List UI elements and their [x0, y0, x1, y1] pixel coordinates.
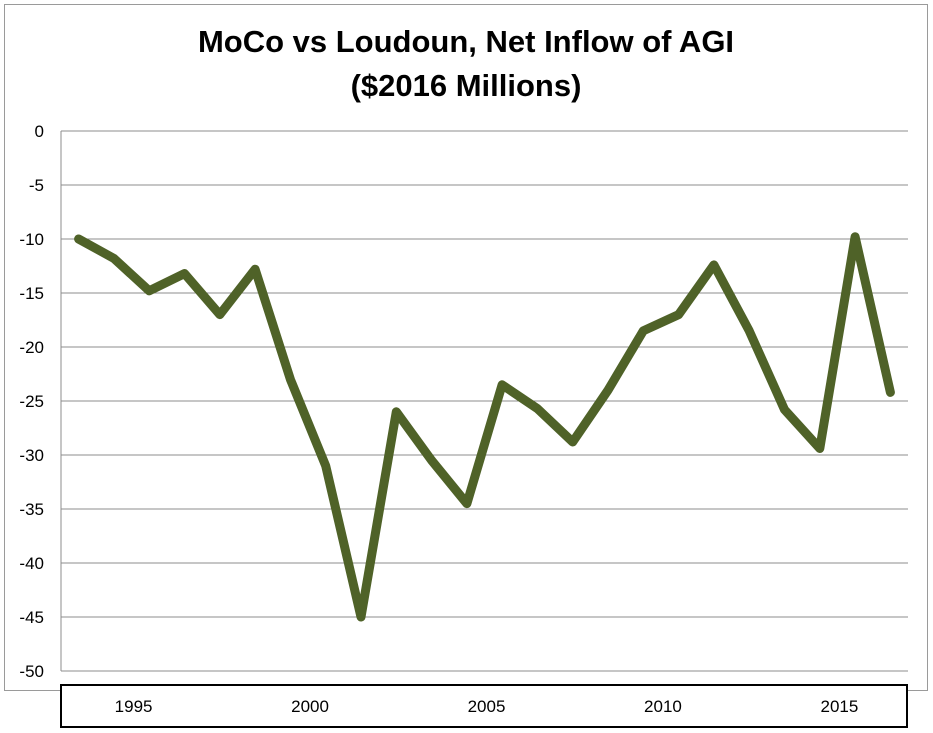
- x-tick-label: 1995: [115, 697, 153, 716]
- chart-title: MoCo vs Loudoun, Net Inflow of AGI: [197, 24, 735, 59]
- x-tick-label: 2000: [291, 697, 329, 716]
- y-tick-label: -50: [19, 662, 44, 681]
- series-line: [74, 232, 895, 622]
- y-tick-label: -45: [19, 608, 44, 627]
- y-tick-label: -30: [19, 446, 44, 465]
- x-tick-label: 2010: [644, 697, 682, 716]
- x-axis-box: [60, 684, 908, 728]
- x-tick-label: 2015: [821, 697, 859, 716]
- y-tick-label: -25: [19, 392, 44, 411]
- chart-subtitle: ($2016 Millions): [350, 68, 582, 103]
- y-tick-label: -20: [19, 338, 44, 357]
- y-tick-label: -15: [19, 284, 44, 303]
- x-tick-label: 2005: [468, 697, 506, 716]
- y-tick-label: -40: [19, 554, 44, 573]
- y-tick-label: 0: [35, 122, 44, 141]
- y-tick-label: -5: [29, 176, 44, 195]
- y-tick-label: -35: [19, 500, 44, 519]
- y-tick-label: -10: [19, 230, 44, 249]
